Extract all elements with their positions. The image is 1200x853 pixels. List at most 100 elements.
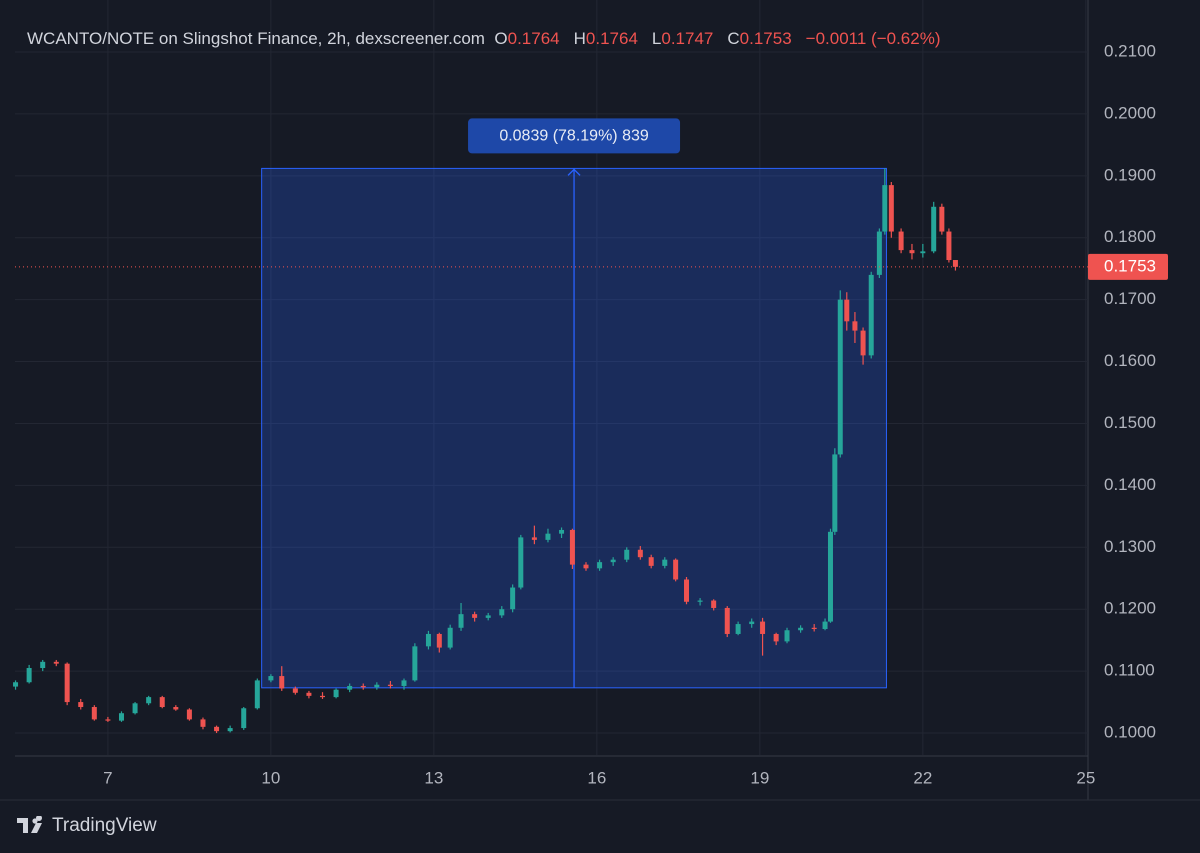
candle-body — [132, 703, 138, 714]
change-value: −0.0011 (−0.62%) — [805, 29, 941, 48]
logo-icon — [17, 816, 42, 833]
candle-body — [436, 633, 442, 648]
brand-name: TradingView — [52, 815, 157, 836]
candle-body — [711, 600, 717, 608]
candle-body — [860, 330, 866, 356]
measure-label-box — [468, 118, 681, 154]
brand-logo: TradingView — [16, 815, 157, 837]
candle-body — [510, 587, 516, 610]
candle-body — [952, 260, 958, 267]
ohlc-key: L — [651, 29, 662, 48]
candle-body — [64, 663, 70, 703]
y-tick-label: 0.1100 — [1104, 661, 1155, 680]
candle-body — [347, 685, 353, 690]
candle-body — [40, 661, 46, 669]
candle-body — [254, 680, 260, 709]
candle-body — [610, 559, 616, 563]
candle-body — [268, 676, 274, 681]
measure-label: 0.0839 (78.19%) 839 — [499, 128, 649, 145]
title: WCANTO/NOTE on Slingshot Finance, 2h, de… — [27, 29, 485, 48]
candle-body — [637, 549, 643, 558]
candle-body — [876, 231, 882, 275]
x-tick-label: 10 — [261, 768, 280, 787]
candle-body — [447, 627, 453, 648]
ohlc-value: 0.1747 — [661, 29, 714, 48]
y-tick-label: 0.1800 — [1104, 227, 1156, 246]
candle-body — [387, 684, 393, 686]
candle-body — [105, 719, 111, 721]
candle-body — [735, 624, 741, 634]
candle-body — [531, 537, 537, 540]
y-tick-label: 0.2000 — [1104, 103, 1156, 122]
candle-body — [159, 697, 165, 708]
candle-body — [837, 299, 843, 455]
candle-body — [279, 676, 285, 689]
candle-body — [545, 533, 551, 540]
ohlc-key: C — [727, 29, 740, 48]
x-tick-label: 13 — [424, 768, 443, 787]
candle-body — [241, 708, 247, 729]
candle-body — [360, 685, 366, 688]
candle-body — [749, 621, 755, 625]
x-tick-label: 19 — [750, 768, 769, 787]
candle-body — [939, 206, 945, 232]
y-tick-label: 0.2100 — [1104, 41, 1156, 60]
ohlc-key: O — [494, 29, 508, 48]
candle-body — [306, 692, 312, 696]
candle-body — [684, 579, 690, 602]
candle-body — [832, 454, 838, 532]
candle-body — [53, 661, 59, 664]
y-tick-label: 0.1000 — [1104, 723, 1156, 742]
candle-body — [425, 633, 431, 647]
candle-body — [724, 607, 730, 634]
candle-body — [852, 321, 858, 331]
candle-body — [499, 609, 505, 616]
candle-body — [200, 719, 206, 727]
candle-body — [333, 689, 339, 698]
candle-body — [173, 707, 179, 710]
candle-body — [624, 549, 630, 560]
ohlc-value: 0.1764 — [585, 29, 638, 48]
candle-body — [583, 564, 589, 569]
last-price-label: 0.1753 — [1104, 256, 1156, 275]
ohlc-value: 0.1764 — [507, 29, 560, 48]
candle-body — [320, 695, 326, 698]
y-tick-label: 0.1500 — [1104, 413, 1156, 432]
candle-body — [773, 633, 779, 642]
y-tick-label: 0.1700 — [1104, 289, 1156, 308]
candle-body — [909, 250, 915, 254]
ohlc-key: H — [573, 29, 586, 48]
candle-body — [458, 614, 464, 628]
candle-body — [597, 562, 603, 569]
candle-body — [662, 559, 668, 566]
candle-body — [472, 614, 478, 618]
candle-body — [844, 299, 850, 322]
candle-body — [868, 274, 874, 356]
candle-body — [485, 615, 491, 618]
candle-body — [811, 627, 817, 630]
candle-body — [13, 682, 19, 687]
candle-body — [898, 231, 904, 251]
candle-body — [882, 185, 888, 232]
candle-body — [697, 600, 703, 602]
candle-body — [822, 621, 828, 630]
y-tick-label: 0.1900 — [1104, 165, 1156, 184]
candle-body — [946, 231, 952, 261]
header: WCANTO/NOTE on Slingshot Finance, 2h, de… — [27, 29, 955, 49]
candle-body — [91, 707, 97, 720]
candle-body — [784, 630, 790, 642]
y-tick-label: 0.1200 — [1104, 599, 1156, 618]
x-tick-label: 25 — [1076, 768, 1095, 787]
candle-body — [118, 713, 124, 721]
candle-body — [518, 537, 524, 588]
ohlc-value: 0.1753 — [739, 29, 792, 48]
candle-body — [401, 680, 407, 686]
candle-body — [827, 531, 833, 622]
last-price-tag — [1088, 253, 1168, 280]
y-tick-label: 0.1600 — [1104, 351, 1156, 370]
candle-body — [648, 557, 654, 566]
measure-arrowhead — [567, 168, 581, 176]
candle-body — [888, 185, 894, 232]
